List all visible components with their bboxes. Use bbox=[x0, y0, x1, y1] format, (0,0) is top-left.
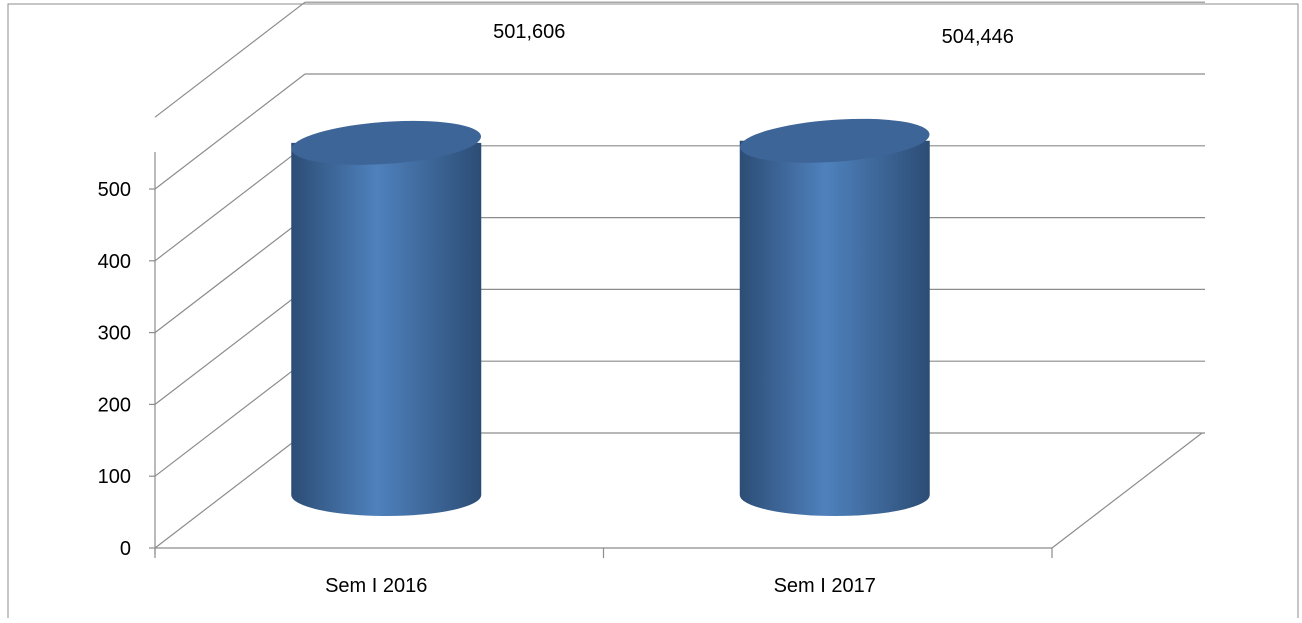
category-label: Sem I 2017 bbox=[774, 575, 876, 597]
bar-top bbox=[739, 118, 930, 163]
gridline-diagonal bbox=[154, 360, 306, 477]
y-tick-label: 400 bbox=[98, 251, 131, 273]
labels: 0 100 200 300 400 500 Sem I 2016 501,606 Sem I 2… bbox=[98, 21, 1014, 597]
y-tick-label: 500 bbox=[98, 179, 131, 201]
gridline-diagonal bbox=[154, 288, 306, 405]
y-tick-label: 200 bbox=[98, 394, 131, 416]
gridline-diagonal bbox=[154, 73, 306, 190]
gridline-diagonal bbox=[154, 432, 306, 549]
axes bbox=[149, 152, 1053, 558]
floor-edge bbox=[1051, 432, 1203, 549]
bar-top bbox=[291, 120, 482, 165]
data-label: 504,446 bbox=[942, 26, 1014, 48]
category-label: Sem I 2016 bbox=[325, 575, 427, 597]
bar-body bbox=[291, 142, 482, 516]
chart-border bbox=[7, 3, 1299, 623]
bar bbox=[291, 120, 482, 516]
gridline-diagonal bbox=[154, 1, 306, 118]
data-label: 501,606 bbox=[493, 21, 565, 43]
y-tick-label: 100 bbox=[98, 466, 131, 488]
bar-body bbox=[739, 140, 930, 516]
gridline-diagonal bbox=[154, 217, 306, 334]
gridline-diagonal bbox=[154, 145, 306, 262]
bars bbox=[291, 118, 930, 516]
bar bbox=[739, 118, 930, 516]
y-tick-label: 0 bbox=[120, 538, 131, 560]
y-tick-label: 300 bbox=[98, 323, 131, 345]
